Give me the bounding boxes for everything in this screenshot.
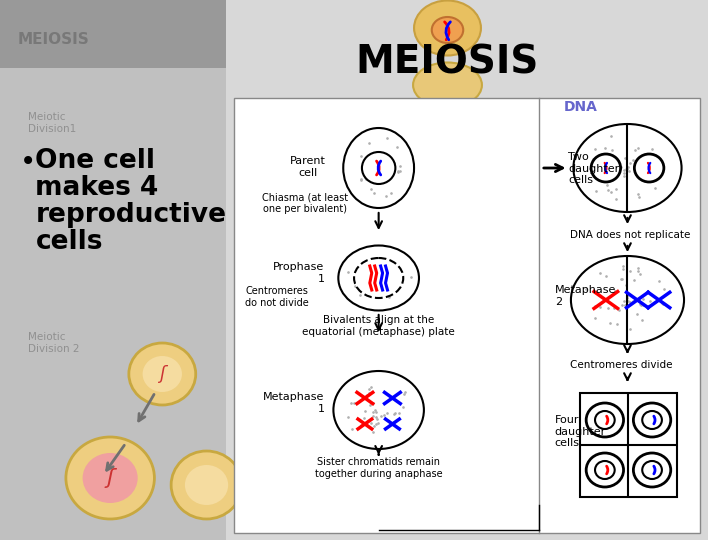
Text: Four
daughter
cells: Four daughter cells	[554, 415, 606, 448]
Ellipse shape	[595, 461, 615, 479]
Text: Two
daughter
cells: Two daughter cells	[569, 152, 620, 185]
Ellipse shape	[595, 411, 615, 429]
Text: Meiotic
Division 2: Meiotic Division 2	[27, 332, 79, 354]
Ellipse shape	[414, 1, 481, 56]
Ellipse shape	[634, 403, 671, 437]
Ellipse shape	[333, 371, 424, 449]
Ellipse shape	[83, 453, 138, 503]
Ellipse shape	[586, 403, 624, 437]
Text: One cell: One cell	[35, 148, 156, 174]
Text: Meiotic
Division1: Meiotic Division1	[27, 112, 76, 133]
Ellipse shape	[362, 152, 395, 184]
Ellipse shape	[642, 461, 662, 479]
Text: Bivalents align at the
equatorial (metaphase) plate: Bivalents align at the equatorial (metap…	[302, 315, 455, 336]
Text: ʃ: ʃ	[159, 365, 166, 383]
Ellipse shape	[571, 256, 684, 344]
Text: makes 4: makes 4	[35, 175, 158, 201]
Ellipse shape	[634, 154, 664, 182]
Text: DNA: DNA	[563, 100, 597, 114]
Text: DNA does not replicate: DNA does not replicate	[570, 230, 690, 240]
Text: Sister chromatids remain
together during anaphase: Sister chromatids remain together during…	[315, 457, 443, 478]
Ellipse shape	[171, 451, 242, 519]
Ellipse shape	[66, 437, 154, 519]
Text: Chiasma (at least
one per bivalent): Chiasma (at least one per bivalent)	[262, 192, 348, 214]
Text: MEIOSIS: MEIOSIS	[18, 32, 89, 48]
Ellipse shape	[413, 63, 482, 107]
Text: cells: cells	[35, 229, 103, 255]
Ellipse shape	[143, 356, 182, 392]
Ellipse shape	[354, 258, 403, 298]
Ellipse shape	[642, 411, 662, 429]
Text: Prophase
1: Prophase 1	[274, 262, 325, 284]
FancyBboxPatch shape	[580, 393, 677, 497]
Ellipse shape	[129, 343, 196, 405]
Ellipse shape	[343, 128, 414, 208]
Text: Metaphase
2: Metaphase 2	[554, 285, 616, 307]
Bar	[234, 98, 701, 533]
Text: Parent
cell: Parent cell	[290, 156, 325, 178]
Text: Metaphase
1: Metaphase 1	[264, 392, 325, 414]
Ellipse shape	[185, 465, 228, 505]
Text: •: •	[19, 148, 36, 176]
Text: MEIOSIS: MEIOSIS	[356, 43, 539, 81]
Text: Centromeres divide: Centromeres divide	[570, 360, 673, 370]
Ellipse shape	[634, 453, 671, 487]
Ellipse shape	[586, 453, 624, 487]
Text: Centromeres
do not divide: Centromeres do not divide	[245, 286, 309, 308]
Ellipse shape	[591, 154, 621, 182]
Ellipse shape	[432, 17, 463, 43]
Text: ʃ: ʃ	[107, 468, 114, 488]
Text: reproductive: reproductive	[35, 202, 226, 228]
Ellipse shape	[338, 246, 419, 310]
Bar	[226, 0, 708, 540]
Bar	[0, 0, 226, 540]
Bar	[0, 0, 226, 68]
Ellipse shape	[573, 124, 682, 212]
